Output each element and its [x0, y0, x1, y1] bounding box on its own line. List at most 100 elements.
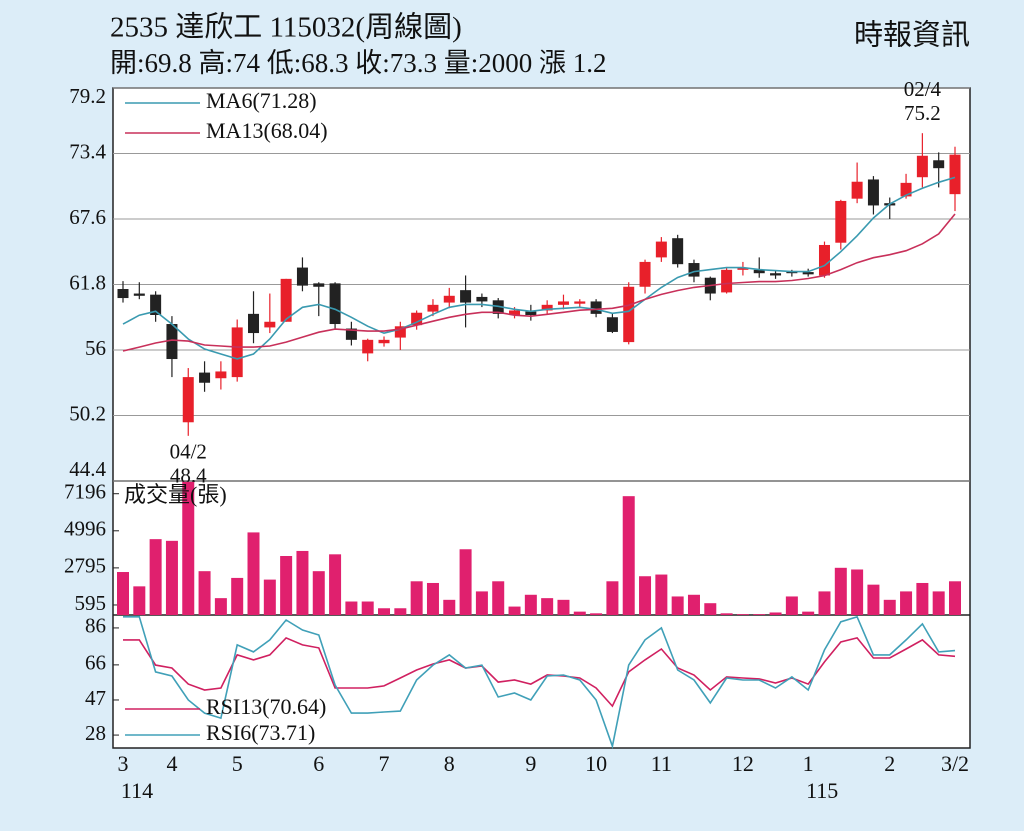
candle-body	[655, 241, 667, 258]
candle-body	[411, 312, 423, 326]
candle-body	[394, 326, 406, 338]
x-tick-label: 5	[232, 751, 243, 776]
volume-bar	[916, 582, 929, 615]
candle-body	[770, 273, 782, 276]
volume-bar	[426, 582, 439, 615]
volume-bar	[671, 596, 684, 615]
volume-bar	[524, 594, 537, 615]
volume-bar	[802, 611, 815, 615]
volume-bar	[769, 612, 782, 615]
line	[122, 213, 956, 352]
line	[123, 636, 956, 708]
source: 時報資訊	[854, 19, 970, 52]
volume-bar	[851, 569, 864, 615]
legend-label: MA6(71.28)	[206, 88, 317, 113]
x-tick-label: 11	[651, 751, 672, 776]
volume-bar	[541, 598, 554, 615]
volume-bar	[883, 599, 896, 615]
candle-body	[296, 267, 308, 286]
candle-body	[590, 301, 602, 314]
candle-body	[851, 181, 863, 199]
candle-body	[427, 304, 439, 312]
x-tick-label: 4	[166, 751, 177, 776]
volume-bar	[704, 603, 717, 615]
x-tick-label: 3	[118, 751, 129, 776]
x-tick-label: 1	[803, 751, 814, 776]
volume-bar	[590, 613, 603, 615]
candle-body	[476, 296, 488, 302]
candle-body	[623, 286, 635, 343]
candle-body	[280, 278, 292, 322]
candle-body	[509, 310, 521, 315]
volume-bar	[443, 599, 456, 615]
volume-bar	[475, 591, 488, 615]
volume-bar	[655, 574, 668, 615]
plot-frame	[112, 87, 971, 749]
volume-bar	[720, 613, 733, 615]
volume-bar	[378, 608, 391, 615]
volume-bar	[573, 611, 586, 615]
candle-body	[802, 272, 814, 275]
candle-body	[231, 327, 243, 378]
candle-body	[557, 301, 569, 305]
volume-bar	[606, 581, 619, 615]
y-tick-label: 28	[85, 721, 106, 745]
volume-bar	[557, 599, 570, 615]
x-tick-label: 2	[884, 751, 895, 776]
x-tick-label: 12	[732, 751, 754, 776]
volume-bar	[165, 540, 178, 615]
candle-body	[215, 371, 227, 379]
candle-body	[949, 154, 961, 195]
volume-bar	[639, 576, 652, 615]
volume-bar	[198, 571, 211, 615]
volume-bar	[361, 601, 374, 615]
y-tick-label: 595	[75, 591, 107, 615]
volume-bar	[622, 496, 635, 615]
volume-bar	[949, 581, 961, 615]
candle-body	[133, 293, 145, 296]
y-tick-label: 56	[85, 336, 106, 360]
volume-bar	[149, 539, 162, 615]
candle-body	[900, 182, 912, 197]
x-tick-label: 8	[444, 751, 455, 776]
volume-bar	[459, 549, 472, 615]
candle-body	[345, 328, 357, 340]
volume-bar	[247, 532, 260, 615]
candle-body	[753, 269, 765, 274]
x-tick-label: 7	[379, 751, 390, 776]
x-tick-label: 9	[525, 751, 536, 776]
candle-body	[460, 290, 472, 303]
candle-body	[867, 179, 879, 206]
volume-bar	[394, 608, 407, 615]
y-tick-label: 73.4	[69, 139, 106, 163]
candle-body	[329, 283, 341, 325]
volume-bar	[296, 550, 309, 615]
candle-body	[639, 261, 651, 287]
candle-body	[672, 238, 684, 265]
volume-bar	[280, 556, 293, 615]
candle-body	[362, 339, 374, 354]
volume-bar	[785, 596, 798, 615]
y-tick-label: 66	[85, 651, 106, 675]
candle-body	[688, 263, 700, 277]
legend-label: RSI6(73.71)	[206, 720, 315, 745]
candle-body	[182, 377, 194, 423]
volume-bar	[345, 601, 358, 615]
candle-body	[737, 267, 749, 270]
candle-body	[117, 289, 129, 299]
volume-bar	[329, 554, 342, 615]
volume-bar	[818, 591, 831, 615]
volume-bar	[867, 584, 880, 615]
y-tick-label: 2795	[64, 554, 106, 578]
volume-bar	[410, 581, 423, 615]
y-tick-label: 44.4	[69, 457, 106, 481]
candle-body	[248, 313, 260, 334]
candle-body	[574, 301, 586, 304]
volume-bar	[834, 567, 847, 615]
x-year-label: 115	[806, 778, 838, 803]
y-tick-label: 47	[85, 686, 106, 710]
y-tick-label: 7196	[64, 480, 106, 504]
candle-body	[721, 269, 733, 293]
y-tick-label: 4996	[64, 517, 106, 541]
